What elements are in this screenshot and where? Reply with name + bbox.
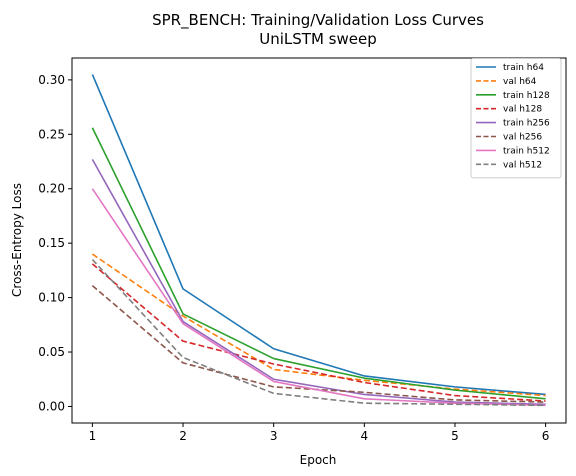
series-line-val-h64	[91, 253, 546, 397]
chart-title: SPR_BENCH: Training/Validation Loss Curv…	[152, 11, 484, 30]
y-tick-label: 0.30	[38, 73, 65, 87]
series-line-val-h256	[91, 285, 546, 403]
axes-frame	[71, 57, 567, 424]
legend-label: val h64	[503, 77, 537, 87]
legend-label: val h512	[503, 160, 542, 170]
y-tick-label: 0.25	[38, 127, 65, 141]
plot-area	[91, 74, 546, 407]
y-tick-label: 0.00	[38, 399, 65, 413]
legend-label: train h512	[503, 146, 550, 156]
y-tick-label: 0.15	[38, 236, 65, 250]
legend-label: val h256	[503, 133, 542, 143]
chart-subtitle: UniLSTM sweep	[259, 30, 376, 48]
x-tick-label: 3	[270, 429, 278, 443]
axis-ticks: 1 2 3 4 5 6 0.00 0.05 0.10 0.15 0.20 0.25 0.30	[38, 73, 549, 443]
series-line-train-h256	[91, 158, 546, 406]
series-line-train-h64	[91, 74, 546, 396]
legend-box	[470, 58, 562, 179]
x-axis-label: Epoch	[300, 453, 337, 467]
legend-label: val h128	[503, 105, 542, 115]
x-tick-label: 6	[542, 429, 550, 443]
series-line-train-h512	[91, 188, 546, 407]
y-tick-label: 0.10	[38, 291, 65, 305]
legend-label: train h128	[503, 91, 550, 101]
x-tick-label: 1	[89, 429, 97, 443]
series-line-val-h128	[91, 263, 546, 402]
legend: train h64 val h64 train h128 val h128 train …	[470, 58, 562, 179]
x-tick-label: 2	[179, 429, 187, 443]
y-tick-label: 0.20	[38, 182, 65, 196]
series-line-val-h512	[91, 258, 546, 407]
y-tick-label: 0.05	[38, 345, 65, 359]
x-tick-label: 5	[451, 429, 459, 443]
series-line-train-h128	[91, 127, 546, 400]
x-tick-label: 4	[361, 429, 369, 443]
legend-label: train h256	[503, 119, 550, 129]
y-axis-label: Cross-Entropy Loss	[10, 183, 24, 297]
legend-label: train h64	[503, 63, 544, 73]
